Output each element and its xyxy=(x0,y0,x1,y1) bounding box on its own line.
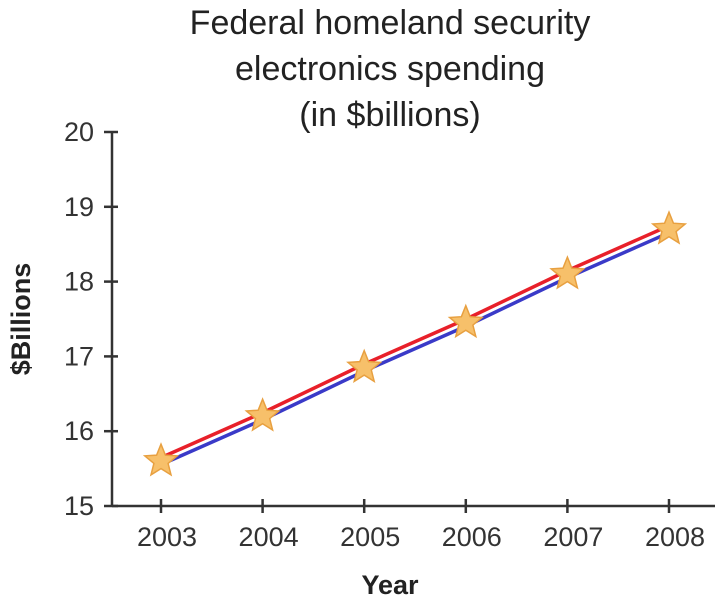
x-axis-title: Year xyxy=(361,570,419,600)
series-line-red xyxy=(160,224,670,460)
y-axis-title: $Billions xyxy=(6,263,36,376)
y-tick-label: 16 xyxy=(64,416,94,446)
x-tick-label: 2004 xyxy=(239,522,299,552)
y-tick-label: 18 xyxy=(64,267,94,297)
series-line-blue xyxy=(160,231,670,467)
chart-title: Federal homeland security electronics sp… xyxy=(190,4,591,134)
y-tick-label: 19 xyxy=(64,192,94,222)
series-lines xyxy=(160,224,670,467)
y-axis-ticks: 15 16 17 18 19 20 xyxy=(64,117,118,521)
y-tick-label: 15 xyxy=(64,491,94,521)
chart-title-line-1: Federal homeland security xyxy=(190,4,591,42)
y-tick-label: 20 xyxy=(64,117,94,147)
series-markers xyxy=(142,210,688,477)
star-marker xyxy=(142,442,180,477)
x-tick-label: 2003 xyxy=(137,522,197,552)
x-tick-label: 2006 xyxy=(442,522,502,552)
x-axis-ticks: 2003 2004 2005 2006 2007 2008 xyxy=(137,499,705,552)
star-marker xyxy=(244,397,281,432)
x-tick-label: 2008 xyxy=(645,522,705,552)
star-marker xyxy=(549,255,586,290)
chart-title-line-2: electronics spending xyxy=(235,50,545,88)
x-tick-label: 2005 xyxy=(340,522,400,552)
x-tick-label: 2007 xyxy=(543,522,603,552)
y-tick-label: 17 xyxy=(64,341,94,371)
chart-title-line-3: (in $billions) xyxy=(299,96,480,134)
star-marker xyxy=(650,210,688,245)
star-marker xyxy=(447,303,484,339)
star-marker xyxy=(346,348,383,384)
